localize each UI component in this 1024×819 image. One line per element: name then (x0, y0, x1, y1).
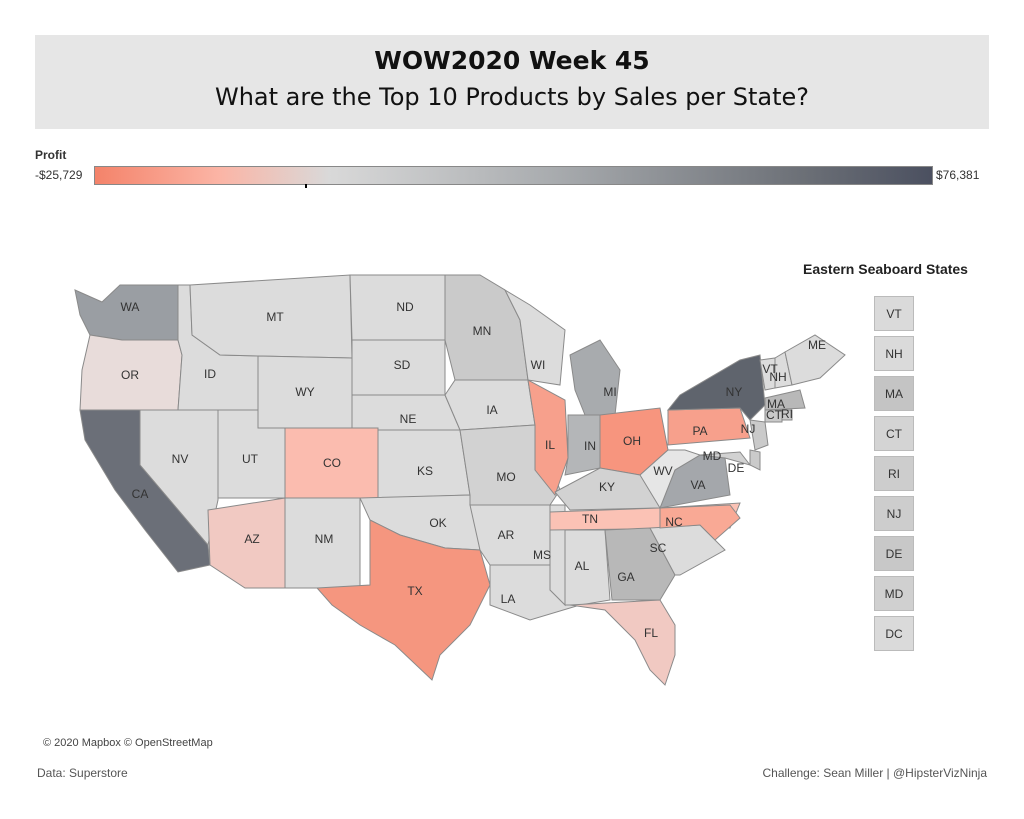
state-shape-ma[interactable] (764, 389, 806, 411)
state-shape-il[interactable] (527, 379, 569, 497)
legend-zero-marker (305, 184, 307, 188)
state-shape-tx[interactable] (315, 519, 491, 681)
state-label-ri: RI (781, 407, 793, 421)
state-shape-nc[interactable] (659, 504, 741, 541)
state-label-al: AL (575, 559, 590, 573)
state-shape-ga[interactable] (604, 527, 676, 601)
state-label-md: MD (703, 449, 722, 463)
state-label-tx: TX (407, 584, 422, 598)
state-shape-al[interactable] (564, 529, 611, 606)
state-shape-in[interactable] (564, 414, 601, 476)
state-label-wa: WA (121, 300, 140, 314)
state-label-ut: UT (242, 452, 259, 466)
state-label-la: LA (501, 592, 516, 606)
us-states-map[interactable]: WA OR CA ID NV MT WY UT CO AZ NM ND SD NE KS OK TX MN IA MO… (60, 260, 860, 700)
state-shape-wi[interactable] (503, 288, 566, 386)
eastern-state-tile-ri[interactable]: RI (874, 456, 914, 491)
state-label-wy: WY (295, 385, 314, 399)
state-label-nh: NH (769, 370, 786, 384)
eastern-state-tile-ct[interactable]: CT (874, 416, 914, 451)
state-label-fl: FL (644, 626, 658, 640)
state-label-ga: GA (617, 570, 634, 584)
state-shape-ri[interactable] (781, 409, 793, 421)
eastern-state-tile-vt[interactable]: VT (874, 296, 914, 331)
dashboard-title: WOW2020 Week 45 (374, 46, 650, 75)
state-shape-ct[interactable] (764, 409, 783, 423)
state-shape-me[interactable] (784, 334, 846, 386)
state-shape-mi[interactable] (569, 339, 621, 416)
state-shape-fl[interactable] (569, 599, 676, 686)
state-shape-ny[interactable] (666, 354, 766, 421)
state-label-ct: CT (766, 408, 783, 422)
eastern-state-tile-ma[interactable]: MA (874, 376, 914, 411)
legend-label: Profit (35, 148, 67, 162)
eastern-state-tile-de[interactable]: DE (874, 536, 914, 571)
state-label-mi: MI (603, 385, 616, 399)
profit-color-legend[interactable] (94, 166, 933, 188)
map-attribution: © 2020 Mapbox © OpenStreetMap (43, 737, 213, 749)
state-label-ks: KS (417, 464, 433, 478)
state-label-co: CO (323, 456, 341, 470)
state-label-il: IL (545, 438, 555, 452)
state-label-ca: CA (132, 487, 149, 501)
state-label-ok: OK (429, 516, 446, 530)
eastern-seaboard-title: Eastern Seaboard States (803, 261, 968, 277)
eastern-state-tile-dc[interactable]: DC (874, 616, 914, 651)
challenge-credit: Challenge: Sean Miller | @HipsterVizNinj… (762, 766, 987, 780)
state-label-tn: TN (582, 512, 598, 526)
state-label-ne: NE (400, 412, 417, 426)
state-label-mo: MO (496, 470, 515, 484)
state-label-in: IN (584, 439, 596, 453)
state-label-wv: WV (653, 464, 672, 478)
state-label-sc: SC (650, 541, 667, 555)
state-label-ms: MS (533, 548, 551, 562)
eastern-state-tile-md[interactable]: MD (874, 576, 914, 611)
legend-min-value: -$25,729 (35, 168, 83, 182)
state-label-va: VA (690, 478, 705, 492)
state-label-de: DE (728, 461, 745, 475)
state-label-nc: NC (665, 515, 683, 529)
state-shape-de[interactable] (749, 449, 761, 471)
state-label-ia: IA (486, 403, 497, 417)
state-label-ky: KY (599, 480, 615, 494)
state-label-wi: WI (531, 358, 546, 372)
state-label-id: ID (204, 367, 216, 381)
state-label-mt: MT (266, 310, 284, 324)
state-label-az: AZ (244, 532, 259, 546)
state-label-ma: MA (767, 397, 785, 411)
eastern-state-tile-nh[interactable]: NH (874, 336, 914, 371)
dashboard-subtitle: What are the Top 10 Products by Sales pe… (214, 83, 810, 111)
state-label-nj: NJ (741, 422, 756, 436)
data-source: Data: Superstore (37, 766, 128, 780)
eastern-state-tile-nj[interactable]: NJ (874, 496, 914, 531)
state-label-oh: OH (623, 434, 641, 448)
state-label-ny: NY (726, 385, 743, 399)
state-label-nv: NV (172, 452, 189, 466)
legend-max-value: $76,381 (936, 168, 980, 182)
state-shape-az[interactable] (207, 497, 286, 589)
state-shape-pa[interactable] (667, 407, 751, 446)
state-label-or: OR (121, 368, 139, 382)
dashboard-header: WOW2020 Week 45 What are the Top 10 Prod… (35, 35, 989, 129)
eastern-seaboard-list: VT NH MA CT RI NJ DE MD DC (874, 296, 914, 656)
state-label-nd: ND (396, 300, 414, 314)
state-label-sd: SD (394, 358, 411, 372)
state-label-vt: VT (762, 362, 778, 376)
state-shape-nj[interactable] (749, 419, 769, 451)
state-label-pa: PA (692, 424, 707, 438)
state-label-me: ME (808, 338, 826, 352)
state-label-mn: MN (473, 324, 492, 338)
state-label-ar: AR (498, 528, 515, 542)
state-label-nm: NM (315, 532, 334, 546)
